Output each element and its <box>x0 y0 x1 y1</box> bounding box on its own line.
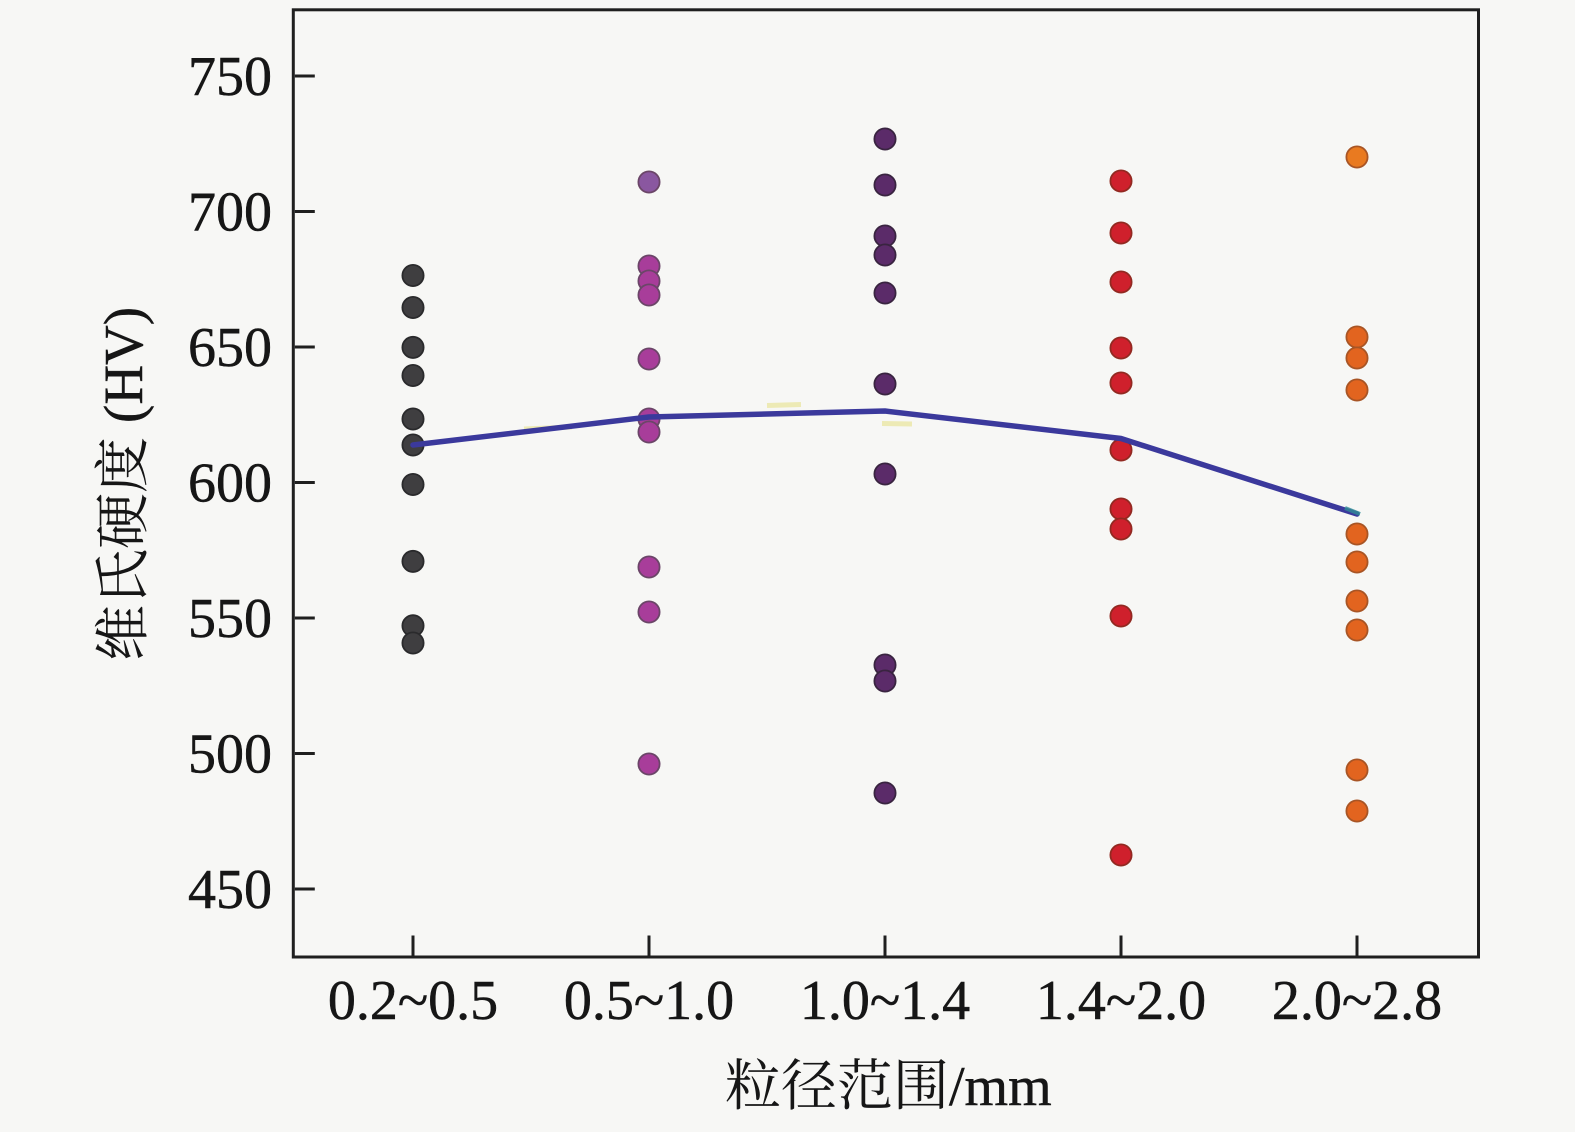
svg-text:650: 650 <box>188 317 272 379</box>
svg-text:500: 500 <box>188 724 272 786</box>
svg-text:2.0~2.8: 2.0~2.8 <box>1272 970 1442 1032</box>
svg-text:600: 600 <box>188 453 272 515</box>
svg-text:450: 450 <box>188 859 272 921</box>
svg-text:550: 550 <box>188 588 272 650</box>
svg-text:1.0~1.4: 1.0~1.4 <box>800 970 970 1032</box>
svg-text:700: 700 <box>188 182 272 244</box>
svg-text:0.5~1.0: 0.5~1.0 <box>564 970 734 1032</box>
svg-text:1.4~2.0: 1.4~2.0 <box>1036 970 1206 1032</box>
svg-text:(HV): (HV) <box>93 307 154 423</box>
svg-text:/mm: /mm <box>949 1056 1052 1118</box>
svg-text:750: 750 <box>188 46 272 108</box>
svg-text:0.2~0.5: 0.2~0.5 <box>328 970 498 1032</box>
